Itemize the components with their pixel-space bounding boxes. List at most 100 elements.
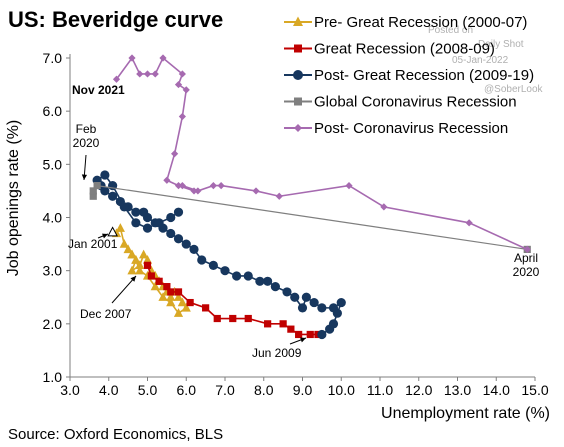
point-great (295, 330, 303, 339)
legend-marker-postcovid (294, 124, 302, 132)
point-post (220, 266, 230, 276)
legend-marker-great (294, 44, 302, 53)
point-post (270, 282, 280, 292)
y-tick-label: 7.0 (43, 50, 63, 66)
annotation-text-jan2001: Jan 2001 (68, 237, 118, 251)
point-pre (142, 254, 153, 264)
y-tick-label: 4.0 (43, 210, 63, 226)
point-pre (135, 265, 145, 275)
annotation-arrowhead-dec2007 (130, 276, 136, 282)
legend-entry-pre: Pre- Great Recession (2000-07) (314, 14, 527, 31)
point-pre (135, 260, 145, 270)
x-tick-label: 14.0 (483, 382, 510, 398)
legend-entry-great: Great Recession (2008-09) (314, 41, 495, 58)
legend-marker-global (294, 97, 302, 106)
point-postcovid (171, 150, 179, 158)
point-post (154, 218, 164, 228)
point-great (244, 314, 252, 323)
point-post (142, 223, 153, 233)
x-axis-label: Unemployment rate (%) (381, 405, 550, 422)
point-great (213, 314, 221, 323)
point-post (232, 271, 242, 281)
point-postcovid (163, 176, 171, 184)
point-pre (146, 265, 156, 275)
point-post (328, 319, 339, 329)
x-tick-label: 7.0 (215, 382, 235, 398)
point-post (108, 191, 118, 201)
point-post (131, 218, 141, 228)
jan2001-marker (107, 226, 118, 237)
point-great (174, 288, 183, 296)
annotation-arrowhead-jan2001 (102, 233, 108, 239)
point-pre (181, 302, 191, 312)
x-tick-label: 15.0 (521, 382, 548, 398)
point-postcovid (465, 219, 473, 227)
point-post (166, 212, 176, 223)
point-post (119, 202, 129, 212)
x-tick-label: 8.0 (254, 382, 274, 398)
legend-marker-pre (293, 16, 303, 26)
annotation-layer: Nov 2021 Feb 2020 Jan 2001 Dec 2007 Jun 2009 A… (68, 83, 540, 360)
legend: Pre- Great Recession (2000-07) Great Rece… (284, 14, 534, 137)
point-pre (150, 281, 160, 291)
point-pre (123, 244, 133, 254)
y-tick-label: 6.0 (43, 103, 63, 119)
y-tick-label: 1.0 (43, 369, 63, 385)
annotation-text-apr2020: 2020 (513, 265, 540, 279)
point-post (173, 207, 184, 217)
point-pre (127, 249, 137, 259)
annotation-text-feb2020: Feb (76, 122, 97, 136)
point-pre (127, 265, 137, 275)
annotation-text-dec2007: Dec 2007 (80, 307, 132, 321)
point-global (93, 182, 101, 190)
point-postcovid (182, 86, 190, 94)
watermark-line-3: 05-Jan-2022 (452, 55, 509, 66)
point-great (155, 277, 163, 285)
x-tick-label: 13.0 (444, 382, 471, 398)
point-pre (115, 223, 125, 232)
watermark-line-4: @SoberLook (484, 84, 544, 95)
watermark-line-2: Daily Shot (478, 39, 524, 50)
point-post (282, 287, 292, 297)
point-postcovid (190, 187, 198, 195)
legend-entry-postcovid: Post- Coronavirus Recession (314, 120, 508, 137)
point-pre (166, 292, 176, 301)
annotation-arrowhead-jun2009 (300, 337, 306, 343)
point-post (317, 329, 327, 340)
source-note: Source: Oxford Economics, BLS (8, 426, 223, 443)
x-tick-label: 4.0 (99, 382, 119, 398)
point-pre (173, 292, 184, 301)
point-post (243, 271, 253, 281)
annotation-text-jun2009: Jun 2009 (252, 346, 302, 360)
point-postcovid (217, 182, 225, 190)
y-axis-label: Job openings rate (%) (5, 120, 22, 277)
watermark-line-1: Posted on (428, 25, 473, 36)
point-pre (131, 254, 141, 264)
point-great (186, 298, 194, 307)
annotation-jun2009: Jun 2009 (252, 337, 307, 360)
point-postcovid (151, 70, 159, 78)
point-postcovid (174, 80, 183, 89)
annotation-dec2007: Dec 2007 (80, 275, 137, 321)
point-great (287, 325, 295, 333)
point-great (143, 261, 152, 269)
x-tick-label: 3.0 (60, 382, 80, 398)
legend-entry-global: Global Coronavirus Recession (314, 94, 517, 111)
annotation-arrow-dec2007 (111, 275, 137, 304)
point-post (309, 297, 319, 308)
point-post (317, 303, 327, 313)
point-pre (139, 249, 149, 259)
point-postcovid (178, 182, 186, 190)
point-postcovid (380, 203, 388, 211)
point-great (163, 283, 171, 291)
y-tick-label: 3.0 (43, 263, 63, 279)
point-postcovid (209, 182, 217, 190)
point-post (131, 207, 141, 217)
point-post (297, 303, 308, 313)
point-great (306, 330, 314, 339)
annotation-text-nov2021: Nov 2021 (72, 83, 125, 97)
point-pre (166, 297, 176, 307)
point-postcovid (136, 70, 144, 78)
